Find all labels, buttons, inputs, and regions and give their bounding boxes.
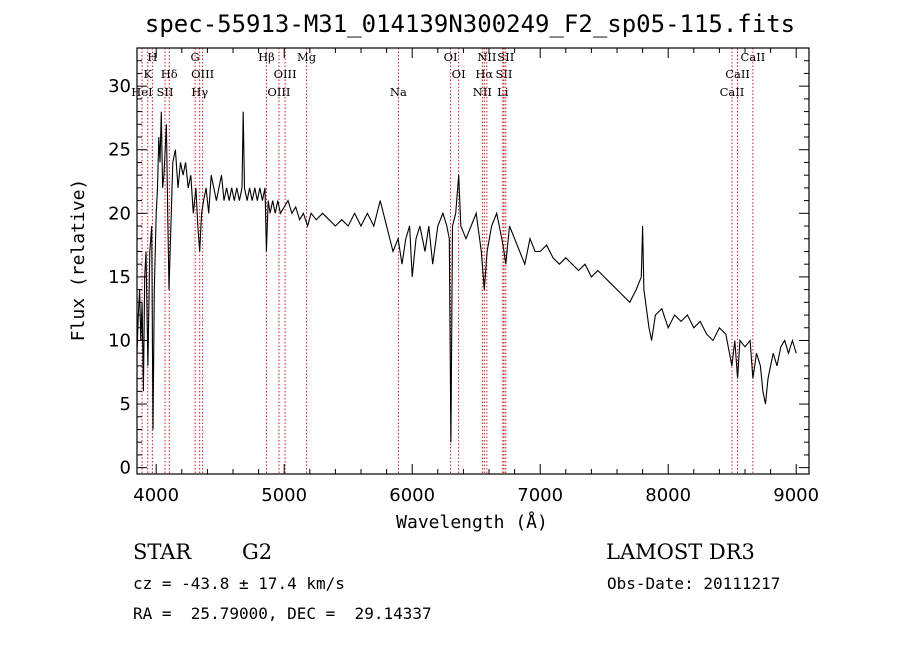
y-tick-label: 25 xyxy=(108,140,131,161)
x-tick-label: 6000 xyxy=(389,485,435,506)
line-marker-label: SII xyxy=(497,50,514,64)
line-marker-label: SII xyxy=(157,85,174,99)
object-subclass: G2 xyxy=(242,540,273,564)
line-marker-label: NII xyxy=(477,50,496,64)
chart-title: spec-55913-M31_014139N300249_F2_sp05-115… xyxy=(145,10,795,38)
line-marker-label: Li xyxy=(497,85,509,99)
line-marker-label: HeI xyxy=(131,85,152,99)
y-tick-label: 10 xyxy=(108,330,131,351)
x-tick-label: 4000 xyxy=(133,485,179,506)
line-marker-label: OIII xyxy=(191,67,214,81)
spectrum-series-line xyxy=(136,111,797,443)
line-marker-label: K xyxy=(143,67,152,81)
object-class: STAR xyxy=(133,540,192,564)
line-marker-label: CaII xyxy=(725,67,750,81)
line-marker-label: Hβ xyxy=(258,50,275,64)
line-marker-label: SII xyxy=(495,67,512,81)
line-marker-label: Hα xyxy=(475,67,493,81)
line-marker-label: CaII xyxy=(720,85,745,99)
x-axis-label: Wavelength (Å) xyxy=(396,511,548,533)
observation-date: Obs-Date: 20111217 xyxy=(607,574,781,593)
redshift-cz: cz = -43.8 ± 17.4 km/s xyxy=(133,574,345,593)
line-marker-label: OI xyxy=(444,50,458,64)
line-marker-label: OIII xyxy=(267,85,290,99)
plot-frame xyxy=(136,47,810,475)
line-marker-label: Hγ xyxy=(191,85,208,99)
y-tick-label: 30 xyxy=(108,76,131,97)
axis-ticks: 4000 5000 6000 7000 8000 9000 0 5 10 15 20 25 30 xyxy=(108,47,819,506)
y-tick-label: 20 xyxy=(108,203,131,224)
ra-dec-coordinates: RA = 25.79000, DEC = 29.14337 xyxy=(133,604,432,623)
y-tick-label: 0 xyxy=(120,458,131,479)
line-marker-label: CaII xyxy=(741,50,766,64)
line-marker-label: OI xyxy=(452,67,466,81)
y-axis-label: Flux (relative) xyxy=(68,179,89,342)
x-tick-label: 7000 xyxy=(517,485,563,506)
survey-name: LAMOST DR3 xyxy=(606,540,755,564)
line-marker-label: Mg xyxy=(297,50,317,64)
line-marker-label: OIII xyxy=(274,67,297,81)
y-tick-label: 15 xyxy=(108,267,131,288)
line-marker-label: NII xyxy=(473,85,492,99)
line-marker-label: H xyxy=(147,50,157,64)
line-marker-label: Na xyxy=(390,85,407,99)
x-tick-label: 5000 xyxy=(261,485,307,506)
x-tick-label: 8000 xyxy=(645,485,691,506)
line-marker-label: G xyxy=(191,50,200,64)
line-marker-label: Hδ xyxy=(161,67,178,81)
y-tick-label: 5 xyxy=(120,394,131,415)
emission-line-markers: HeIKHSIIHδGHγOIIIHβOIIIOIIIMgNaOIOINIIHα… xyxy=(131,48,765,474)
x-tick-label: 9000 xyxy=(773,485,819,506)
